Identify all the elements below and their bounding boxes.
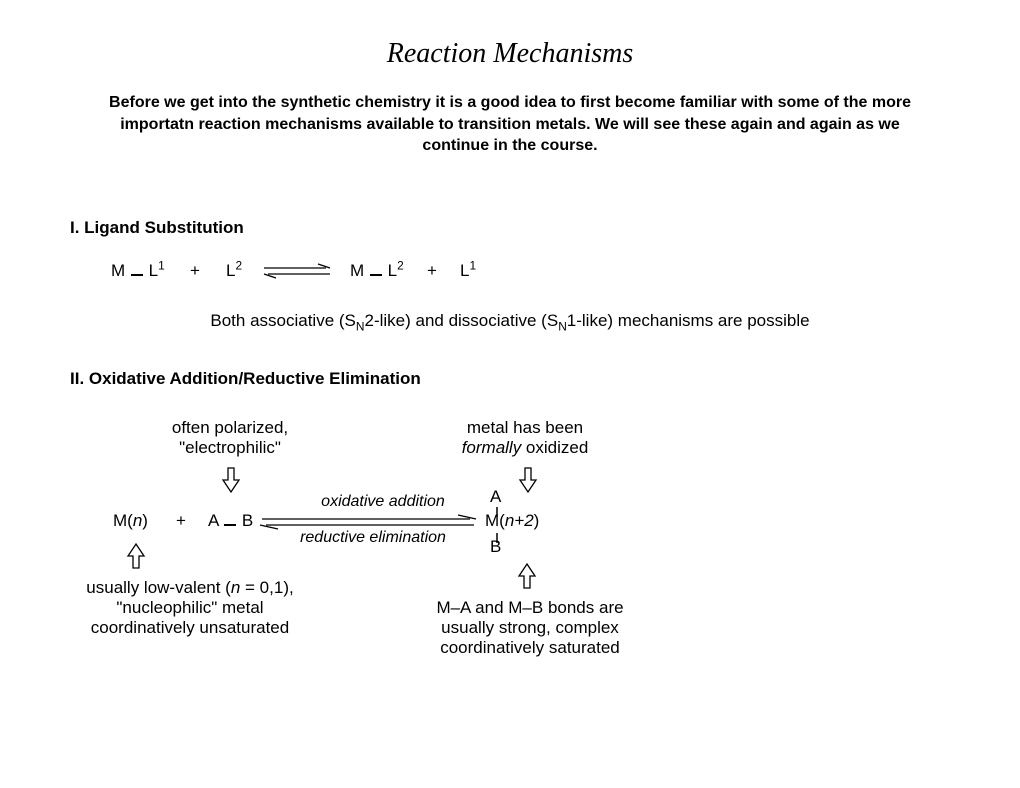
eq1-rhs-sup: 2	[397, 258, 404, 272]
anno-botleft-l1b: n	[231, 578, 240, 597]
eq1-rhs-l: L	[388, 261, 397, 280]
eq1-rhs-m: M	[350, 261, 364, 280]
anno-bot-right: M–A and M–B bonds are usually strong, co…	[410, 598, 650, 658]
anno-botleft-l2: "nucleophilic" metal	[70, 598, 310, 618]
eq1-l: L	[149, 261, 158, 280]
eq1-l2-sup: 2	[235, 258, 242, 272]
section-ii-heading: II. Oxidative Addition/Reductive Elimina…	[70, 369, 421, 389]
anno-botleft-l1a: usually low-valent (	[86, 578, 231, 597]
eq2-plus: +	[176, 511, 186, 531]
eq1-rhs-l1-sup: 1	[469, 258, 476, 272]
eq2-rhs-close: )	[534, 511, 540, 530]
eq1-m: M	[111, 261, 125, 280]
eq1-rhs-l1: L1	[460, 261, 476, 281]
anno-botright-l3: coordinatively saturated	[410, 638, 650, 658]
eq1-plus1: +	[190, 261, 200, 281]
bond-icon	[130, 262, 144, 282]
eq2-a: A	[208, 511, 218, 530]
note-part1: Both associative (S	[210, 311, 356, 330]
anno-topleft-l1: often polarized,	[120, 418, 340, 438]
eq2-m: M(	[113, 511, 133, 530]
eq2-rhs-mn2: M(n+2)	[485, 511, 539, 531]
note-sub2: N	[558, 319, 567, 333]
bond-icon	[223, 512, 237, 532]
equilibrium-arrow-icon	[262, 263, 332, 279]
eq1-sup1: 1	[158, 258, 165, 272]
bond-icon	[369, 262, 383, 282]
anno-topright-l2b: oxidized	[521, 438, 588, 457]
arrow-up-icon	[126, 542, 146, 575]
anno-topright-l1: metal has been	[415, 418, 635, 438]
intro-paragraph: Before we get into the synthetic chemist…	[100, 92, 920, 157]
arrow-label-top: oxidative addition	[293, 493, 473, 511]
note-part2: 2-like) and dissociative (S	[364, 311, 558, 330]
anno-topright-l2a: formally	[462, 438, 522, 457]
arrow-down-icon	[518, 466, 538, 499]
anno-botright-l2: usually strong, complex	[410, 618, 650, 638]
page: Reaction Mechanisms Before we get into t…	[0, 0, 1020, 788]
anno-botleft-l1c: = 0,1),	[240, 578, 293, 597]
eq2-b: B	[242, 511, 253, 530]
anno-botleft-l3: coordinatively unsaturated	[70, 618, 310, 638]
eq1-lhs-ml1: M L1	[111, 261, 165, 282]
anno-top-right: metal has been formally oxidized	[415, 418, 635, 458]
note-part3: 1-like) mechanisms are possible	[567, 311, 810, 330]
eq1-rhs-ml2: M L2	[350, 261, 404, 282]
arrow-up-icon	[517, 562, 537, 595]
eq2-ab: A B	[208, 511, 253, 532]
eq1-l2: L2	[226, 261, 242, 281]
eq2-lhs-mn: M(n)	[113, 511, 148, 531]
anno-top-left: often polarized, "electrophilic"	[120, 418, 340, 458]
anno-topleft-l2: "electrophilic"	[120, 438, 340, 458]
page-title: Reaction Mechanisms	[0, 0, 1020, 70]
anno-botleft-l1: usually low-valent (n = 0,1),	[70, 578, 310, 598]
anno-topright-l2: formally oxidized	[415, 438, 635, 458]
arrow-label-bot: reductive elimination	[278, 529, 468, 547]
arrow-down-icon	[221, 466, 241, 499]
eq2-close: )	[142, 511, 148, 530]
section-i-note: Both associative (S N2-like) and dissocia…	[0, 311, 1020, 331]
eq2-rhs-b: B	[490, 537, 501, 557]
eq2-rhs-m: M(	[485, 511, 505, 530]
anno-bot-left: usually low-valent (n = 0,1), "nucleophi…	[70, 578, 310, 638]
eq1-plus2: +	[427, 261, 437, 281]
anno-botright-l1: M–A and M–B bonds are	[410, 598, 650, 618]
section-i-heading: I. Ligand Substitution	[70, 218, 244, 238]
eq2-rhs-n: n+2	[505, 511, 534, 530]
eq2-n: n	[133, 511, 142, 530]
